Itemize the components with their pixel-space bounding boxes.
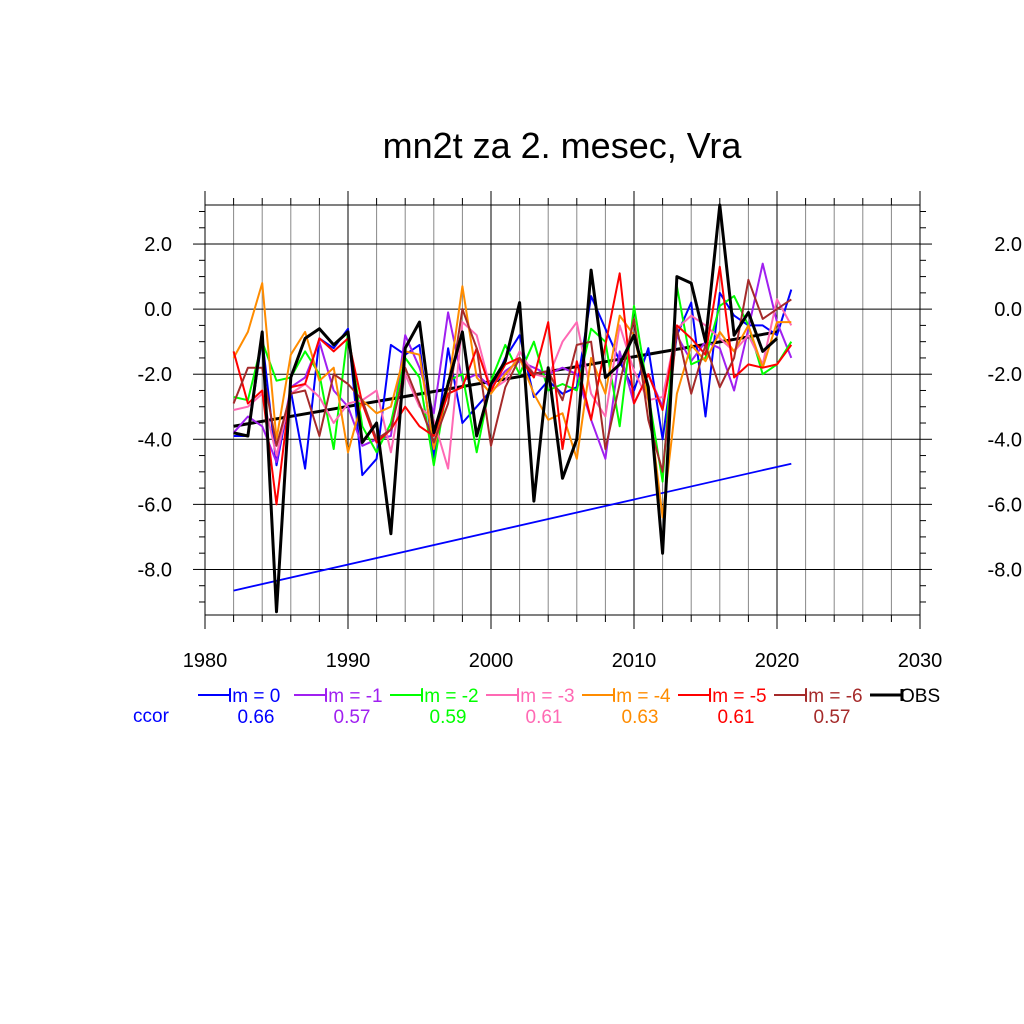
y-tick-label-left: 2.0 [144, 234, 172, 256]
ccor-value: 0.63 [622, 707, 659, 728]
series-line-5 [232, 265, 793, 506]
y-tick-label-left: -4.0 [138, 429, 172, 451]
legend-label: lm = -2 [420, 686, 479, 707]
x-tick-label: 2000 [469, 650, 514, 672]
x-tick-label: 2030 [898, 650, 943, 672]
series-lines [232, 203, 793, 614]
legend-label: lm = -4 [612, 686, 671, 707]
legend-label: lm = -6 [804, 686, 863, 707]
trend-line [233, 462, 792, 592]
chart-title: mn2t za 2. mesec, Vra [383, 125, 743, 166]
plot-frame [204, 204, 921, 616]
ccor-value: 0.66 [238, 707, 275, 728]
legend-label: OBS [900, 686, 940, 707]
y-tick-label-right: -8.0 [988, 559, 1022, 581]
legend-label: lm = -1 [324, 686, 383, 707]
legend-label: lm = -5 [708, 686, 767, 707]
y-tick-label-right: -6.0 [988, 494, 1022, 516]
ccor-value: 0.57 [334, 707, 371, 728]
x-tick-label: 1990 [326, 650, 371, 672]
y-tick-label-right: 0.0 [994, 299, 1022, 321]
y-tick-label-right: -4.0 [988, 429, 1022, 451]
legend-label: lm = -3 [516, 686, 575, 707]
y-tick-label-left: -2.0 [138, 364, 172, 386]
axis-tick-labels: 1980 1990 2000 2010 2020 2030 2.0 2.0 0.0 0.0 -2.0… [138, 234, 1022, 672]
series-line-0 [233, 289, 793, 477]
y-tick-label-right: -2.0 [988, 364, 1022, 386]
y-tick-label-left: 0.0 [144, 299, 172, 321]
series-line-4 [232, 282, 792, 519]
series-line-6 [232, 278, 792, 473]
legend-label: lm = 0 [228, 686, 280, 707]
ccor-value: 0.57 [814, 707, 851, 728]
ccor-value: 0.61 [718, 707, 755, 728]
x-tick-label: 2020 [755, 650, 800, 672]
y-tick-label-left: -6.0 [138, 494, 172, 516]
y-tick-label-left: -8.0 [138, 559, 172, 581]
grid [205, 205, 920, 615]
x-tick-label: 2010 [612, 650, 657, 672]
axis-ticks [193, 191, 932, 629]
x-tick-label: 1980 [183, 650, 228, 672]
ccor-value: 0.61 [526, 707, 563, 728]
series-line-7 [233, 203, 779, 614]
ccor-label: ccor [133, 706, 170, 727]
ccor-value: 0.59 [430, 707, 467, 728]
y-tick-label-right: 2.0 [994, 234, 1022, 256]
